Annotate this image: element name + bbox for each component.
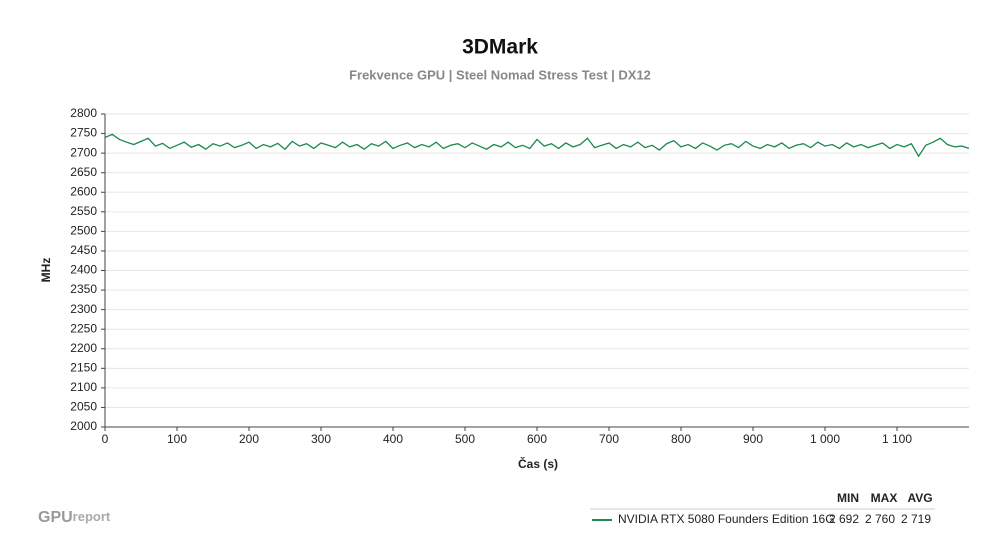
logo-part: report	[73, 509, 111, 524]
x-tick-label: 1 000	[810, 432, 840, 446]
y-tick-label: 2200	[70, 341, 97, 355]
y-tick-label: 2050	[70, 400, 97, 414]
x-tick-label: 900	[743, 432, 763, 446]
x-axis-label: Čas (s)	[518, 456, 558, 471]
line-series	[104, 133, 970, 158]
x-tick-label: 0	[102, 432, 109, 446]
y-axis-label: MHz	[39, 258, 53, 283]
x-tick-label: 700	[599, 432, 619, 446]
x-tick-label: 400	[383, 432, 403, 446]
y-tick-label: 2450	[70, 243, 97, 257]
x-tick-label: 1 100	[882, 432, 912, 446]
legend-header: MIN	[837, 491, 859, 505]
legend-label: NVIDIA RTX 5080 Founders Edition 16G	[618, 512, 835, 526]
y-tick-label: 2150	[70, 360, 97, 374]
y-tick-label: 2500	[70, 224, 97, 238]
y-tick-label: 2300	[70, 302, 97, 316]
y-tick-label: 2250	[70, 321, 97, 335]
y-tick-label: 2400	[70, 263, 97, 277]
y-tick-label: 2550	[70, 204, 97, 218]
logo: GPUreport	[38, 509, 111, 526]
y-tick-label: 2350	[70, 282, 97, 296]
legend-stat: 2 719	[901, 512, 931, 526]
y-tick-label: 2700	[70, 145, 97, 159]
x-tick-label: 500	[455, 432, 475, 446]
y-tick-label: 2800	[70, 106, 97, 120]
y-tick-label: 2750	[70, 126, 97, 140]
chart-subtitle: Frekvence GPU | Steel Nomad Stress Test …	[349, 67, 651, 82]
y-tick-label: 2100	[70, 380, 97, 394]
legend-header: MAX	[871, 491, 898, 505]
x-tick-label: 800	[671, 432, 691, 446]
chart-title: 3DMark	[462, 36, 538, 59]
x-tick-label: 100	[167, 432, 187, 446]
x-tick-label: 300	[311, 432, 331, 446]
x-tick-label: 200	[239, 432, 259, 446]
x-tick-label: 600	[527, 432, 547, 446]
y-tick-label: 2600	[70, 184, 97, 198]
legend-stat: 2 760	[865, 512, 895, 526]
logo-part: GPU	[38, 509, 73, 526]
y-tick-label: 2650	[70, 165, 97, 179]
legend-header: AVG	[907, 491, 932, 505]
y-tick-label: 2000	[70, 419, 97, 433]
legend-stat: 2 692	[829, 512, 859, 526]
